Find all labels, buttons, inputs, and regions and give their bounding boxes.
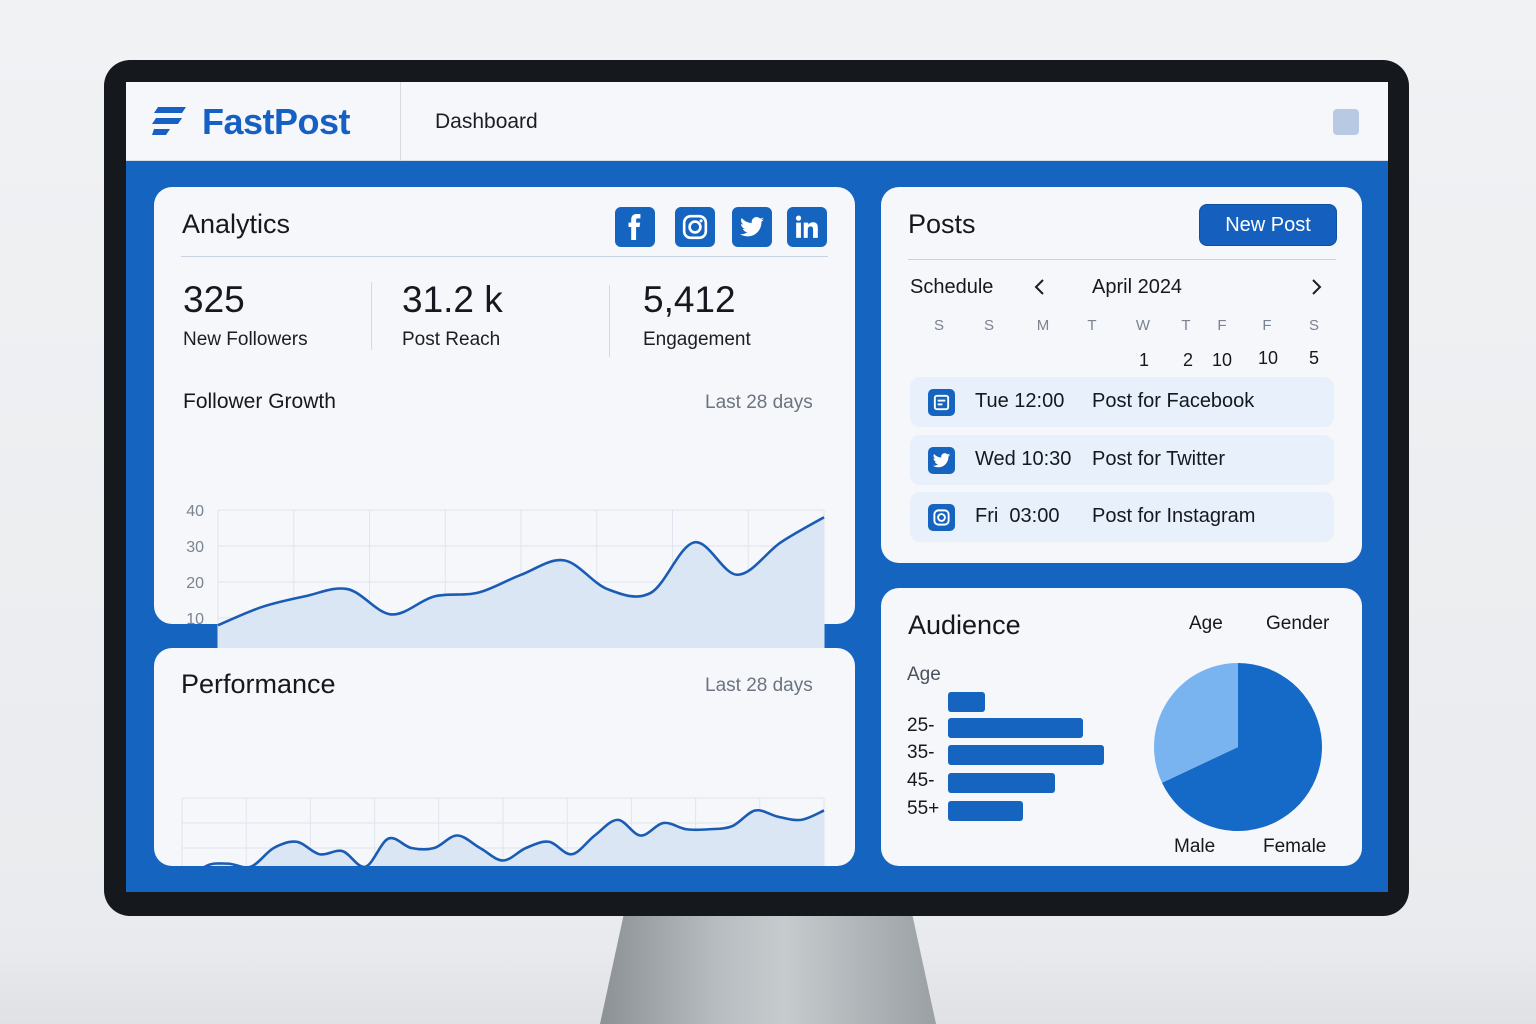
age-bar bbox=[948, 745, 1104, 765]
gender-label-female: Female bbox=[1263, 836, 1327, 857]
scheduled-text: Post for Facebook bbox=[1092, 390, 1255, 412]
analytics-divider bbox=[181, 256, 828, 257]
topbar-divider bbox=[400, 82, 401, 161]
follower-growth-title: Follower Growth bbox=[183, 390, 336, 413]
age-bar bbox=[948, 773, 1056, 793]
top-bar: FastPost Dashboard bbox=[126, 82, 1388, 161]
scheduled-text: Post for Instagram bbox=[1092, 505, 1256, 527]
twitter-icon bbox=[928, 447, 955, 474]
gender-pie-chart bbox=[1154, 663, 1322, 831]
pie-slice-male bbox=[1154, 663, 1238, 783]
performance-title: Performance bbox=[181, 669, 336, 699]
stat-value: 325 bbox=[183, 279, 245, 320]
calendar-day[interactable]: 1 bbox=[1138, 350, 1149, 370]
performance-chart bbox=[181, 797, 825, 866]
posts-card: Posts New Post Schedule April 2024 S S M… bbox=[881, 187, 1362, 563]
scheduled-post[interactable]: Tue 12:00 Post for Facebook bbox=[910, 377, 1334, 427]
age-bar-chart: 25- 35- 45- 55+ bbox=[881, 588, 1362, 866]
stat-label: New Followers bbox=[183, 329, 308, 350]
stat-label: Engagement bbox=[643, 329, 751, 350]
stat-value: 31.2 k bbox=[402, 279, 503, 320]
facebook-icon[interactable] bbox=[615, 207, 655, 247]
audience-card: Audience Age Gender Age 25- 35- 45- 55+ Mal… bbox=[881, 588, 1362, 866]
scheduled-time: Fri 03:00 bbox=[975, 505, 1060, 527]
brand[interactable]: FastPost bbox=[152, 101, 351, 142]
stat-label: Post Reach bbox=[402, 329, 501, 350]
age-bar bbox=[948, 801, 1023, 821]
user-menu-button[interactable] bbox=[1333, 109, 1359, 135]
monitor-stand bbox=[600, 900, 936, 1024]
gender-label-male: Male bbox=[1174, 836, 1216, 857]
tab-gender[interactable]: Gender bbox=[1266, 613, 1330, 634]
stat-divider bbox=[371, 282, 372, 350]
calendar-month: April 2024 bbox=[1092, 276, 1183, 298]
weekday-label: S bbox=[933, 317, 944, 334]
follower-growth-chart: 010203040TueMarAprMayJunJulAugSep bbox=[186, 503, 825, 687]
age-bar bbox=[948, 718, 1083, 738]
age-category-label: 35- bbox=[907, 742, 935, 763]
age-bar bbox=[948, 692, 985, 712]
age-heading: Age bbox=[907, 664, 941, 685]
y-tick-label: 40 bbox=[186, 503, 204, 520]
date-range-label[interactable]: Last 28 days bbox=[705, 392, 813, 413]
calendar-day[interactable]: 5 bbox=[1308, 348, 1319, 368]
pie-slice-female bbox=[1161, 663, 1322, 831]
analytics-card: Analytics 325 New Followers 31.2 k Post … bbox=[154, 187, 855, 687]
facebook-icon bbox=[928, 389, 955, 416]
brand-name: FastPost bbox=[202, 101, 351, 142]
scheduled-time: Tue 12:00 bbox=[975, 390, 1065, 412]
screen: FastPost Dashboard Analytics 325 New Fo bbox=[126, 82, 1388, 892]
date-range-label[interactable]: Last 28 days bbox=[705, 675, 813, 696]
area-fill bbox=[218, 517, 824, 654]
weekday-label: W bbox=[1135, 317, 1151, 334]
performance-card: Performance Last 28 days bbox=[154, 648, 855, 866]
calendar-day[interactable]: 2 bbox=[1182, 350, 1193, 370]
weekday-label: S bbox=[983, 317, 994, 334]
weekday-label: F bbox=[1262, 317, 1272, 334]
stat-divider bbox=[609, 285, 610, 357]
posts-title: Posts bbox=[908, 209, 976, 239]
fastpost-logo-icon bbox=[152, 107, 186, 135]
posts-divider bbox=[908, 259, 1336, 260]
y-tick-label: 30 bbox=[186, 539, 204, 556]
weekday-label: T bbox=[1181, 317, 1191, 334]
new-post-button[interactable]: New Post bbox=[1199, 204, 1337, 246]
age-category-label: 55+ bbox=[907, 798, 940, 819]
scheduled-post[interactable]: Fri 03:00 Post for Instagram bbox=[910, 492, 1334, 542]
stat-value: 5,412 bbox=[643, 279, 736, 320]
analytics-title: Analytics bbox=[182, 209, 291, 239]
age-category-label: 25- bbox=[907, 715, 935, 736]
instagram-icon[interactable] bbox=[675, 207, 715, 247]
age-category-label: 45- bbox=[907, 770, 935, 791]
instagram-icon bbox=[928, 504, 955, 531]
scheduled-time: Wed 10:30 bbox=[975, 448, 1072, 470]
weekday-label: S bbox=[1308, 317, 1319, 334]
page-title: Dashboard bbox=[435, 110, 538, 133]
calendar-day[interactable]: 10 bbox=[1257, 348, 1279, 368]
weekday-label: F bbox=[1217, 317, 1227, 334]
monitor: FastPost Dashboard Analytics 325 New Fo bbox=[104, 60, 1409, 916]
calendar-day[interactable]: 10 bbox=[1211, 350, 1233, 370]
y-tick-label: 10 bbox=[186, 611, 204, 628]
tab-age[interactable]: Age bbox=[1189, 613, 1223, 634]
scheduled-text: Post for Twitter bbox=[1092, 448, 1226, 470]
weekday-label: M bbox=[1036, 317, 1050, 334]
audience-title: Audience bbox=[908, 610, 1021, 640]
weekday-label: T bbox=[1087, 317, 1097, 334]
scheduled-post[interactable]: Wed 10:30 Post for Twitter bbox=[910, 435, 1334, 485]
chevron-right-icon[interactable] bbox=[1306, 276, 1326, 298]
linkedin-icon[interactable] bbox=[787, 207, 827, 247]
chevron-left-icon[interactable] bbox=[1030, 276, 1050, 298]
schedule-label: Schedule bbox=[910, 276, 994, 298]
twitter-icon[interactable] bbox=[732, 207, 772, 247]
y-tick-label: 20 bbox=[186, 575, 204, 592]
